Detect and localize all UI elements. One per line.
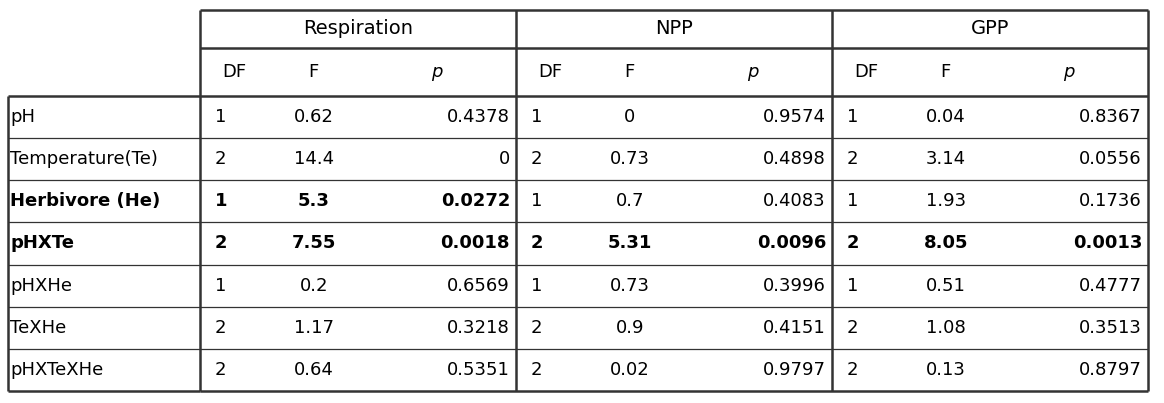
Text: 0.9797: 0.9797	[762, 361, 826, 379]
Text: 2: 2	[215, 150, 227, 168]
Text: 0.8367: 0.8367	[1079, 108, 1142, 126]
Text: pHXTe: pHXTe	[10, 235, 74, 253]
Text: 1: 1	[847, 108, 859, 126]
Text: 1.08: 1.08	[925, 319, 966, 337]
Text: p: p	[1063, 63, 1074, 81]
Text: 7.55: 7.55	[291, 235, 336, 253]
Text: 1: 1	[215, 276, 227, 295]
Text: 0.3996: 0.3996	[764, 276, 826, 295]
Text: 1.17: 1.17	[293, 319, 334, 337]
Text: 2: 2	[531, 361, 542, 379]
Text: 0.64: 0.64	[293, 361, 334, 379]
Text: 0.0272: 0.0272	[441, 192, 510, 210]
Text: 5.31: 5.31	[608, 235, 652, 253]
Text: 2: 2	[531, 235, 544, 253]
Text: 0.62: 0.62	[293, 108, 334, 126]
Text: GPP: GPP	[971, 19, 1009, 39]
Text: pHXHe: pHXHe	[10, 276, 72, 295]
Text: 2: 2	[215, 361, 227, 379]
Text: 0.2: 0.2	[299, 276, 328, 295]
Text: 0.4151: 0.4151	[764, 319, 826, 337]
Text: 0.8797: 0.8797	[1079, 361, 1142, 379]
Text: pH: pH	[10, 108, 35, 126]
Text: 1: 1	[214, 192, 227, 210]
Text: 2: 2	[531, 150, 542, 168]
Text: DF: DF	[539, 63, 563, 81]
Text: 0: 0	[498, 150, 510, 168]
Text: 0.4378: 0.4378	[447, 108, 510, 126]
Text: 1: 1	[531, 108, 542, 126]
Text: 0.02: 0.02	[610, 361, 650, 379]
Text: 14.4: 14.4	[293, 150, 334, 168]
Text: 0.6569: 0.6569	[447, 276, 510, 295]
Text: Herbivore (He): Herbivore (He)	[10, 192, 161, 210]
Text: 2: 2	[847, 361, 859, 379]
Text: 1: 1	[847, 192, 859, 210]
Text: Temperature(Te): Temperature(Te)	[10, 150, 158, 168]
Text: 0.73: 0.73	[610, 276, 650, 295]
Text: 3.14: 3.14	[925, 150, 966, 168]
Text: 2: 2	[215, 319, 227, 337]
Text: 0.7: 0.7	[616, 192, 644, 210]
Text: Respiration: Respiration	[303, 19, 413, 39]
Text: 0.13: 0.13	[925, 361, 966, 379]
Text: 0.0096: 0.0096	[757, 235, 826, 253]
Text: 0.3218: 0.3218	[447, 319, 510, 337]
Text: F: F	[941, 63, 951, 81]
Text: F: F	[308, 63, 319, 81]
Text: 0.04: 0.04	[925, 108, 966, 126]
Text: 1: 1	[531, 276, 542, 295]
Text: 1.93: 1.93	[925, 192, 966, 210]
Text: 2: 2	[847, 319, 859, 337]
Text: 0.9574: 0.9574	[762, 108, 826, 126]
Text: 8.05: 8.05	[923, 235, 968, 253]
Text: 5.3: 5.3	[298, 192, 329, 210]
Text: 0: 0	[624, 108, 636, 126]
Text: 0.51: 0.51	[925, 276, 966, 295]
Text: p: p	[432, 63, 442, 81]
Text: 2: 2	[846, 235, 859, 253]
Text: 0.4777: 0.4777	[1079, 276, 1142, 295]
Text: 1: 1	[531, 192, 542, 210]
Text: 0.0013: 0.0013	[1072, 235, 1142, 253]
Text: DF: DF	[854, 63, 879, 81]
Text: 2: 2	[531, 319, 542, 337]
Text: DF: DF	[222, 63, 247, 81]
Text: 0.0018: 0.0018	[440, 235, 510, 253]
Text: F: F	[625, 63, 634, 81]
Text: NPP: NPP	[655, 19, 693, 39]
Text: pHXTeXHe: pHXTeXHe	[10, 361, 104, 379]
Text: 2: 2	[847, 150, 859, 168]
Text: 0.9: 0.9	[616, 319, 644, 337]
Text: 0.73: 0.73	[610, 150, 650, 168]
Text: p: p	[747, 63, 759, 81]
Text: 0.0556: 0.0556	[1079, 150, 1142, 168]
Text: 0.5351: 0.5351	[447, 361, 510, 379]
Text: 2: 2	[214, 235, 227, 253]
Text: 1: 1	[847, 276, 859, 295]
Text: 0.4083: 0.4083	[764, 192, 826, 210]
Text: 0.4898: 0.4898	[764, 150, 826, 168]
Text: 0.3513: 0.3513	[1079, 319, 1142, 337]
Text: 1: 1	[215, 108, 227, 126]
Text: TeXHe: TeXHe	[10, 319, 66, 337]
Text: 0.1736: 0.1736	[1079, 192, 1142, 210]
